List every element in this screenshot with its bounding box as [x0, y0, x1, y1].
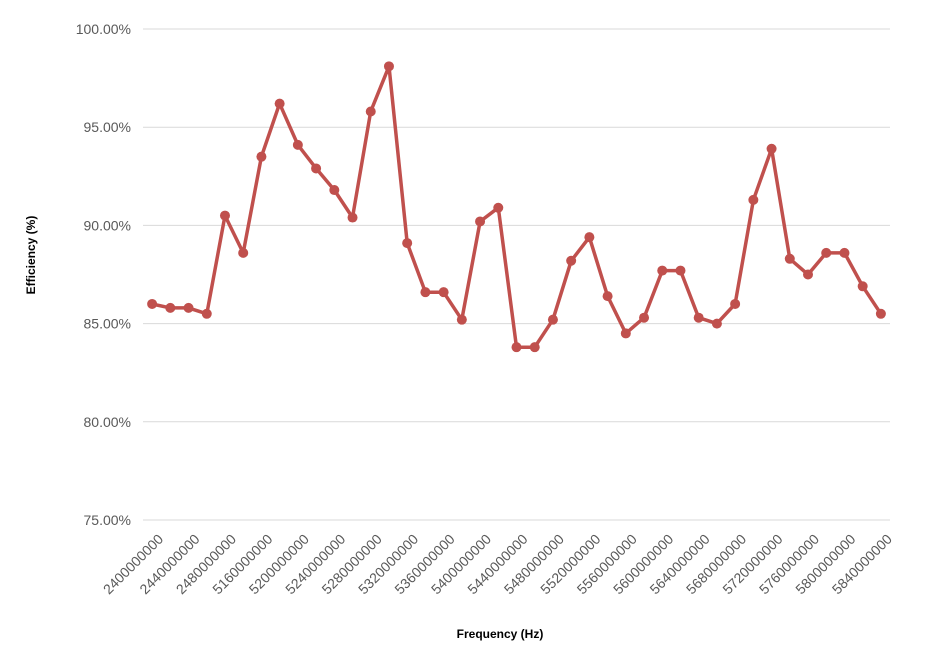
data-point [238, 247, 249, 258]
data-point [256, 151, 267, 162]
series-line [150, 64, 883, 349]
data-point [475, 216, 486, 227]
y-tick-label: 75.00% [84, 512, 131, 528]
data-point [383, 61, 394, 72]
data-point [875, 308, 886, 319]
gridlines [143, 28, 890, 521]
data-point [547, 314, 558, 325]
x-axis-title: Frequency (Hz) [457, 627, 544, 641]
data-point [584, 232, 595, 243]
data-point [420, 287, 431, 298]
data-point [857, 281, 868, 292]
data-point [311, 163, 322, 174]
data-point [821, 247, 832, 258]
data-point [147, 298, 158, 309]
y-tick-label: 85.00% [84, 316, 131, 332]
data-point [748, 194, 759, 205]
data-point [803, 269, 814, 280]
data-point [639, 312, 650, 323]
y-axis-ticks: 75.00% 80.00% 85.00% 90.00% 95.00% 100.00% [76, 21, 131, 528]
series-efficiency [147, 61, 886, 353]
data-point [347, 212, 358, 223]
data-point [620, 328, 631, 339]
data-point [201, 308, 212, 319]
data-point [183, 302, 194, 313]
data-point [292, 139, 303, 150]
data-point [329, 185, 340, 196]
data-point [730, 298, 741, 309]
data-point [219, 210, 230, 221]
data-point [274, 98, 285, 109]
data-point [456, 314, 467, 325]
data-point [566, 255, 577, 266]
data-point [766, 143, 777, 154]
data-point [365, 106, 376, 117]
data-point [402, 238, 413, 249]
data-point [657, 265, 668, 276]
y-axis-title: Efficiency (%) [24, 216, 38, 295]
data-point [511, 342, 522, 353]
data-point [165, 302, 176, 313]
data-point [438, 287, 449, 298]
data-point [693, 312, 704, 323]
y-tick-label: 100.00% [76, 21, 131, 37]
data-point [711, 318, 722, 329]
data-point [784, 253, 795, 264]
y-tick-label: 90.00% [84, 217, 131, 233]
data-point [493, 202, 504, 213]
y-tick-label: 95.00% [84, 119, 131, 135]
data-point [529, 342, 540, 353]
data-point [839, 247, 850, 258]
data-point [602, 291, 613, 302]
y-tick-label: 80.00% [84, 414, 131, 430]
data-point [675, 265, 686, 276]
x-axis-ticks: 2400000000244000000024800000005160000000… [100, 531, 895, 598]
